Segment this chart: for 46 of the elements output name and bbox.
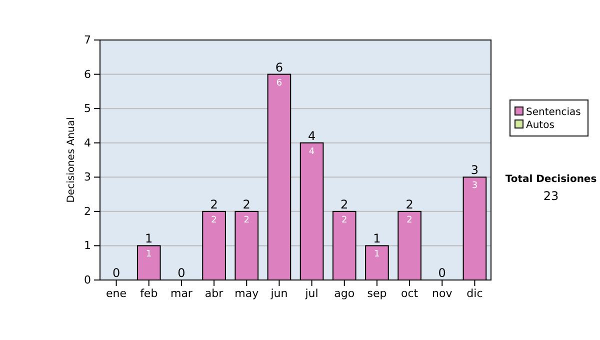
x-tick-label: dic	[466, 286, 483, 300]
y-tick-label: 3	[84, 170, 91, 184]
x-tick-label: feb	[140, 286, 158, 300]
y-tick-label: 1	[84, 239, 91, 252]
x-tick-label: mar	[170, 286, 193, 300]
total-label: 0	[178, 266, 186, 280]
x-tick-label: abr	[204, 286, 224, 300]
x-tick-label: ago	[334, 286, 355, 300]
total-label: 3	[470, 163, 479, 178]
data-label: 4	[308, 146, 315, 157]
data-label: 2	[406, 215, 412, 226]
data-label: 1	[146, 250, 152, 260]
total-label: 2	[406, 197, 414, 212]
data-label: 2	[342, 215, 348, 226]
data-label: 2	[244, 215, 250, 226]
data-label: 1	[374, 250, 380, 260]
legend-label: Autos	[526, 120, 554, 131]
total-label: 4	[308, 128, 316, 143]
total-label: 2	[340, 197, 348, 212]
x-tick-label: jun	[270, 286, 288, 300]
x-tick-label: jul	[304, 286, 318, 300]
total-label: 1	[145, 232, 153, 246]
total-label: 0	[112, 266, 120, 280]
total-label: 2	[210, 197, 218, 212]
y-tick-label: 0	[84, 274, 91, 287]
x-tick-label: oct	[400, 286, 419, 300]
y-tick-label: 5	[84, 102, 91, 116]
y-tick-label: 7	[84, 34, 91, 47]
y-tick-label: 6	[84, 68, 91, 81]
total-label: 0	[438, 266, 446, 280]
total-label: 1	[373, 232, 381, 246]
x-tick-label: may	[234, 286, 260, 300]
data-label: 3	[472, 181, 478, 192]
total-label: 2	[242, 197, 250, 212]
total-label: 6	[275, 60, 284, 74]
text: Total Decisiones	[505, 174, 597, 185]
y-tick-label: 2	[84, 204, 91, 218]
data-label: 2	[211, 215, 217, 226]
x-tick-label: nov	[432, 286, 453, 300]
text: 23	[543, 189, 559, 203]
x-tick-label: ene	[106, 286, 127, 300]
data-label: 6	[276, 78, 282, 88]
x-tick-label: sep	[367, 286, 387, 300]
y-axis-title: Decisiones Anual	[66, 117, 77, 203]
y-tick-label: 4	[84, 136, 91, 150]
legend-label: Sentencias	[526, 107, 581, 118]
